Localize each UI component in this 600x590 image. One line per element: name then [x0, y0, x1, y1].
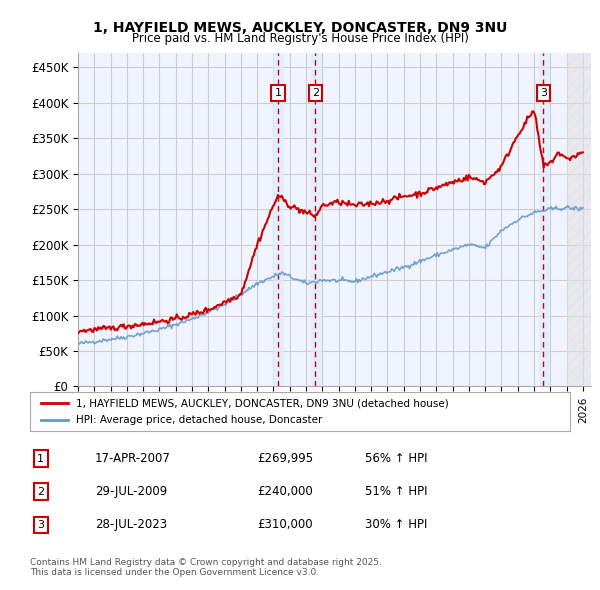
Text: 2: 2	[37, 487, 44, 497]
Bar	[566, 53, 591, 386]
Text: £240,000: £240,000	[257, 485, 313, 499]
Text: 56% ↑ HPI: 56% ↑ HPI	[365, 452, 427, 465]
Text: HPI: Average price, detached house, Doncaster: HPI: Average price, detached house, Donc…	[76, 415, 322, 425]
Text: 3: 3	[37, 520, 44, 530]
Text: Price paid vs. HM Land Registry's House Price Index (HPI): Price paid vs. HM Land Registry's House …	[131, 32, 469, 45]
Bar	[273, 53, 283, 386]
Bar	[539, 53, 548, 386]
Text: 17-APR-2007: 17-APR-2007	[95, 452, 170, 465]
Text: £310,000: £310,000	[257, 519, 313, 532]
Text: Contains HM Land Registry data © Crown copyright and database right 2025.
This d: Contains HM Land Registry data © Crown c…	[30, 558, 382, 577]
Text: 1, HAYFIELD MEWS, AUCKLEY, DONCASTER, DN9 3NU: 1, HAYFIELD MEWS, AUCKLEY, DONCASTER, DN…	[93, 21, 507, 35]
Text: 51% ↑ HPI: 51% ↑ HPI	[365, 485, 427, 499]
Text: 1, HAYFIELD MEWS, AUCKLEY, DONCASTER, DN9 3NU (detached house): 1, HAYFIELD MEWS, AUCKLEY, DONCASTER, DN…	[76, 398, 449, 408]
Text: 3: 3	[540, 88, 547, 98]
Text: 30% ↑ HPI: 30% ↑ HPI	[365, 519, 427, 532]
Text: £269,995: £269,995	[257, 452, 313, 465]
Text: 1: 1	[37, 454, 44, 464]
Text: 28-JUL-2023: 28-JUL-2023	[95, 519, 167, 532]
Text: 1: 1	[275, 88, 281, 98]
Text: 2: 2	[312, 88, 319, 98]
Text: 29-JUL-2009: 29-JUL-2009	[95, 485, 167, 499]
Bar	[311, 53, 320, 386]
